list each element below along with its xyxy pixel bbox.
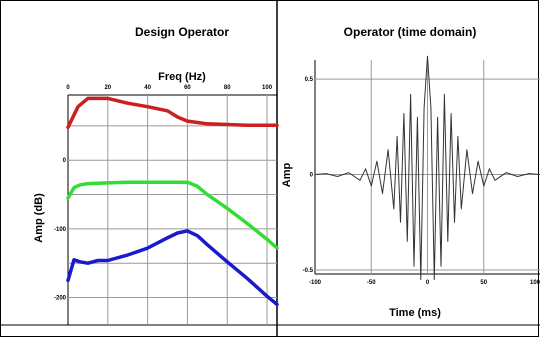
left-x-axis-label: Freq (Hz)	[158, 71, 206, 83]
left-y-tick-label: -200	[54, 296, 67, 302]
right-x-tick-label: 100	[530, 280, 540, 286]
left-x-tick-label: 40	[144, 85, 151, 91]
left-y-tick-label: 0	[63, 158, 67, 164]
right-y-tick-label: 0	[310, 173, 314, 179]
left-x-tick-label: 80	[224, 85, 231, 91]
left-y-tick-label: -100	[54, 227, 67, 233]
left-series	[66, 96, 279, 307]
right-x-tick-label: 50	[480, 280, 487, 286]
left-grid	[67, 94, 277, 325]
right-series-line-1	[314, 55, 540, 280]
right-grid	[314, 60, 540, 275]
right-tick-labels: -100 -50 0 50 100 0.5 0 -0.5	[303, 77, 540, 286]
left-series-line-3	[66, 229, 279, 307]
left-series-line-1	[66, 96, 279, 130]
right-x-tick-label: 0	[426, 280, 430, 286]
left-x-tick-label: 60	[184, 85, 191, 91]
right-x-tick-label: -50	[367, 280, 376, 286]
right-y-axis-label: Amp	[281, 163, 293, 188]
right-panel: Operator (time domain) Time (ms) Amp -10…	[281, 25, 540, 319]
left-tick-labels: 0 20 40 60 80 100 0 -100 -200	[54, 85, 273, 302]
left-x-tick-label: 20	[104, 85, 111, 91]
right-x-tick-label: -100	[309, 280, 322, 286]
left-x-tick-label: 100	[262, 85, 273, 91]
left-series-line-2	[66, 180, 279, 250]
left-chart-title: Design Operator	[135, 25, 229, 39]
left-y-axis-label: Amp (dB)	[33, 193, 45, 243]
right-series	[314, 55, 540, 280]
left-x-tick-label: 0	[66, 85, 70, 91]
right-x-axis-label: Time (ms)	[389, 307, 441, 319]
right-chart-title: Operator (time domain)	[344, 25, 477, 39]
right-y-tick-label: -0.5	[303, 268, 314, 274]
right-y-tick-label: 0.5	[305, 77, 314, 83]
left-panel: Design Operator Freq (Hz) Amp (dB) 0 20 40…	[33, 25, 279, 325]
